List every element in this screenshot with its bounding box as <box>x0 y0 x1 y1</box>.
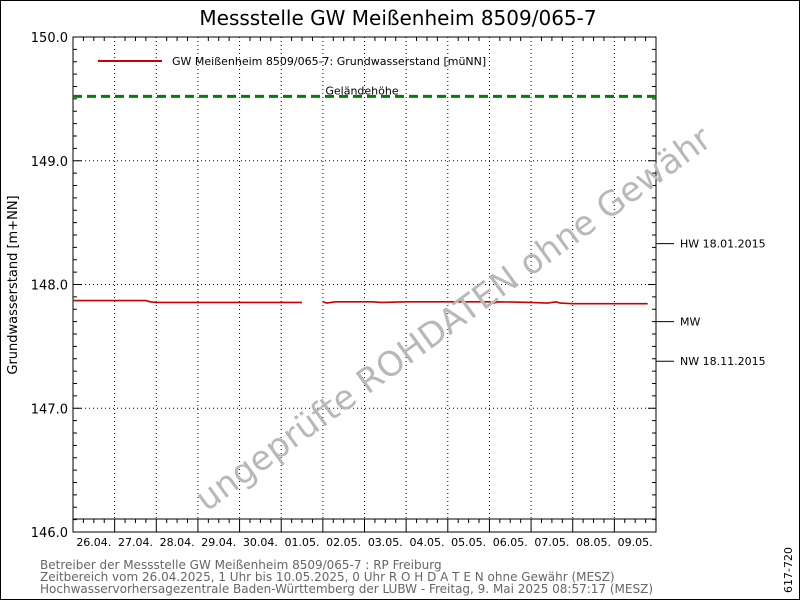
footer-source: Hochwasservorhersagezentrale Baden-Württ… <box>40 582 653 596</box>
x-tick-label: 30.04. <box>243 536 278 549</box>
y-tick-label: 146.0 <box>31 526 68 541</box>
x-tick-label: 02.05. <box>326 536 361 549</box>
x-tick-label: 04.05. <box>409 536 444 549</box>
series-line <box>322 300 648 305</box>
side-code: 617-720 <box>782 547 795 593</box>
y-tick-label: 149.0 <box>31 155 68 170</box>
y-tick-label: 150.0 <box>31 31 68 46</box>
y-tick-label: 148.0 <box>31 279 68 294</box>
side-mark-label: NW 18.11.2015 <box>680 355 766 368</box>
side-mark-label: HW 18.01.2015 <box>680 238 766 251</box>
x-tick-label: 08.05. <box>576 536 611 549</box>
x-tick-label: 09.05. <box>618 536 653 549</box>
y-axis-label: Grundwasserstand [m+NN] <box>6 195 21 374</box>
watermark: ungeprüfte ROHDATEN ohne Gewähr <box>188 119 719 520</box>
x-tick-label: 26.04. <box>76 536 111 549</box>
y-tick-label: 147.0 <box>31 402 68 417</box>
chart-title: Messstelle GW Meißenheim 8509/065-7 <box>199 6 596 30</box>
footer-time-range: Zeitbereich vom 26.04.2025, 1 Uhr bis 10… <box>40 570 615 584</box>
x-tick-label: 27.04. <box>118 536 153 549</box>
x-tick-label: 29.04. <box>201 536 236 549</box>
legend-label: GW Meißenheim 8509/065-7: Grundwassersta… <box>172 55 486 68</box>
x-tick-label: 07.05. <box>534 536 569 549</box>
x-tick-label: 28.04. <box>160 536 195 549</box>
series-line <box>73 299 302 304</box>
x-tick-label: 01.05. <box>285 536 320 549</box>
footer-operator: Betreiber der Messstelle GW Meißenheim 8… <box>40 558 442 572</box>
x-tick-label: 05.05. <box>451 536 486 549</box>
reference-line-label: Geländehöhe <box>325 84 398 97</box>
plot-area: 26.04. 27.04. 28.04. 29.04. 30.04. 01.05. 02.0… <box>31 31 766 549</box>
side-mark-label: MW <box>680 316 700 329</box>
x-tick-label: 03.05. <box>368 536 403 549</box>
x-tick-label: 06.05. <box>493 536 528 549</box>
